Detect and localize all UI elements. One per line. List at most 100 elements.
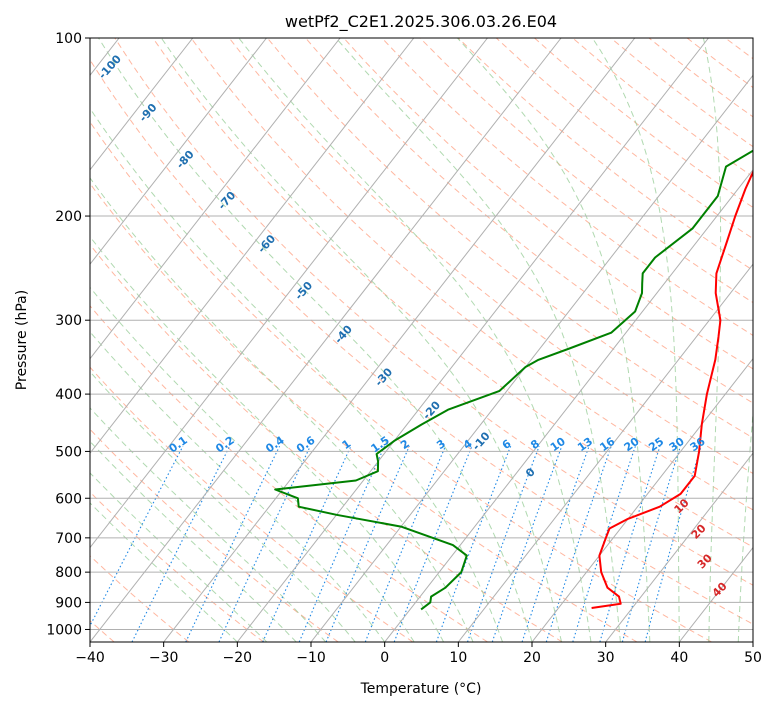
dry-adiabat-line [267,38,753,439]
mixing-ratio-line [621,446,681,642]
dry-adiabat-label: -70 [215,189,238,213]
dewpoint-profile-line [274,149,753,611]
isotherm-line [90,38,488,549]
dry-adiabat-line [534,38,753,209]
moist-adiabat-line [335,38,621,642]
mixing-ratio-line [545,446,612,642]
dry-adiabat-label: -50 [292,279,315,303]
x-tick-label: −20 [223,650,253,666]
mixing-ratio-label: 1.5 [368,434,391,456]
isotherm-line [384,168,753,642]
isotherm-line [90,38,341,360]
mixing-ratio-line [435,445,512,642]
moist-adiabat-line [768,38,775,642]
x-tick-label: −40 [75,650,105,666]
dry-adiabat-label: -100 [96,52,124,81]
x-tick-label: 30 [597,650,615,666]
y-tick-label: 1000 [46,622,82,638]
dry-adiabat-line [495,38,753,240]
moist-adiabat-line [702,38,722,642]
dry-adiabat-line [90,121,712,642]
y-tick-label: 300 [55,313,82,329]
dry-adiabat-label: 0 [523,465,538,480]
mixing-ratio-label: 6 [500,437,514,452]
y-axis-label: Pressure (hPa) [14,290,30,390]
moist-adiabat-line [737,407,753,642]
y-tick-label: 800 [55,565,82,581]
x-tick-label: −30 [149,650,179,666]
moist-adiabat-line [90,107,503,642]
y-tick-label: 200 [55,209,82,225]
dry-adiabat-line [90,305,488,642]
isotherm-line [310,74,753,642]
background-lines-layer [90,38,775,642]
dry-adiabat-line [90,243,563,642]
dry-adiabat-label: -10 [470,429,493,453]
chart-title: wetPf2_C2E1.2025.306.03.26.E04 [285,12,557,32]
dry-adiabat-label: -90 [137,101,160,125]
moist-adiabat-line [591,38,680,642]
isotherm-line [752,641,753,642]
dry-adiabat-label: -80 [174,148,197,172]
mixing-ratio-line [90,445,184,628]
mixing-ratio-line [572,446,636,642]
x-tick-label: −10 [296,650,326,666]
mixing-ratio-label: 0.6 [294,433,318,455]
moist-adiabat-label: 10 [672,496,692,516]
moist-adiabat-line [90,331,386,642]
mixing-ratio-line [521,446,590,642]
dry-adiabat-line [90,366,414,642]
isotherm-line [531,357,753,642]
moist-adiabat-line [90,235,445,642]
mixing-ratio-line [185,445,281,642]
y-tick-label: 400 [55,387,82,403]
dry-adiabat-line [90,428,339,642]
x-tick-label: 10 [449,650,467,666]
x-tick-label: 20 [523,650,541,666]
mixing-ratio-label: 0.4 [263,433,287,455]
y-tick-label: 900 [55,595,82,611]
moist-adiabat-line [90,370,356,642]
dry-adiabat-line [152,38,753,548]
mixing-ratio-line [599,446,661,642]
x-tick-label: 0 [380,650,389,666]
y-tick-label: 500 [55,444,82,460]
moist-adiabat-line [90,502,238,642]
y-tick-label: 600 [55,491,82,507]
dry-adiabat-line [686,38,753,89]
dry-adiabat-line [419,38,753,304]
isotherm-line [90,38,415,454]
x-axis-label: Temperature (°C) [360,681,482,697]
mixing-ratio-line [262,445,352,642]
mixing-ratio-line [131,445,231,642]
mixing-ratio-label: 3 [434,437,448,452]
moist-adiabat-line [457,38,651,642]
isotherm-line [90,38,562,642]
dry-adiabat-line [190,38,753,511]
moist-adiabat-line [90,407,327,642]
mixing-ratio-label: 8 [528,437,542,452]
dry-adiabat-line [90,58,753,625]
profile-layer [274,149,753,611]
moist-adiabat-line [90,472,268,642]
isotherm-line [605,452,753,642]
dry-adiabat-line [228,38,753,475]
moist-adiabat-line [160,38,562,642]
mixing-ratio-line [298,445,386,642]
moist-adiabat-label: 40 [710,579,730,599]
x-tick-label: 40 [670,650,688,666]
temperature-profile-line [591,169,753,609]
dry-adiabat-line [763,38,775,642]
moist-adiabat-line [238,38,592,642]
dry-adiabat-label: -30 [372,365,395,389]
isotherm-line [236,38,709,642]
grid-layer [90,38,753,642]
moist-adiabat-label: 20 [689,521,709,541]
dry-adiabat-label: -60 [255,232,278,256]
x-tick-label: 50 [744,650,762,666]
mixing-ratio-line [491,446,563,642]
mixing-ratio-label: 0.1 [166,434,189,456]
y-tick-label: 700 [55,531,82,547]
dry-adiabat-line [114,38,753,586]
